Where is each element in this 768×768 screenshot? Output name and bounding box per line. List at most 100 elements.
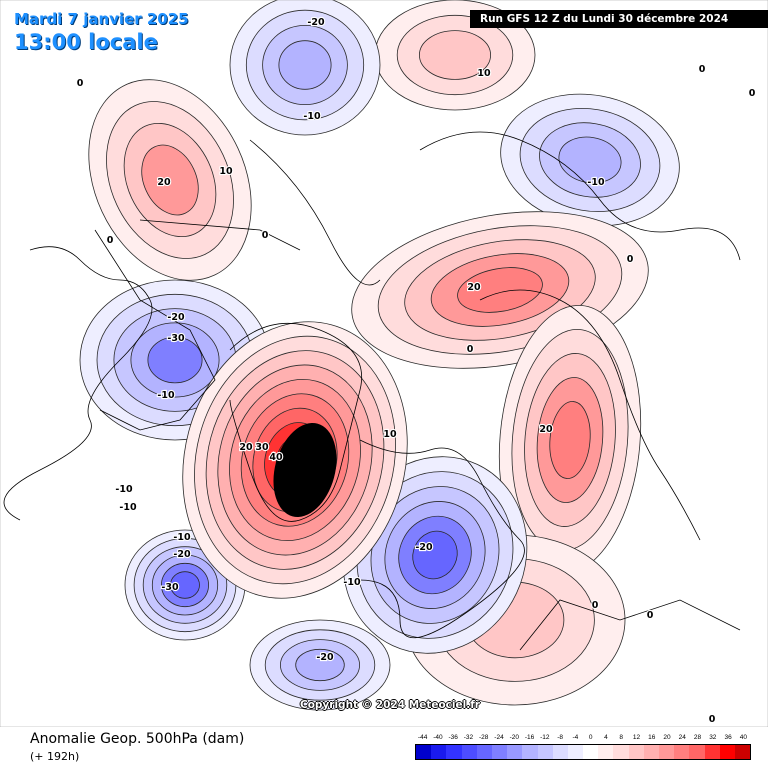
run-info: Run GFS 12 Z du Lundi 30 décembre 2024 <box>470 10 768 28</box>
scale-tick-label: -8 <box>557 734 563 741</box>
contour-label: 20 <box>467 282 481 293</box>
scale-tick-label: -12 <box>540 734 550 741</box>
anomaly-core <box>273 422 337 518</box>
contour-label: -10 <box>119 502 137 513</box>
scale-tick-label: 16 <box>648 734 656 741</box>
scale-swatch <box>643 745 659 759</box>
scale-tick-label: -28 <box>479 734 489 741</box>
anomaly-negative-east <box>558 136 622 184</box>
contour-label: -10 <box>587 177 605 188</box>
scale-tick-label: 12 <box>632 734 641 741</box>
contour-label: 0 <box>627 254 634 265</box>
contour-label: -20 <box>415 542 433 553</box>
contour-label: 20 <box>239 442 253 453</box>
scale-tick-label: -20 <box>509 734 519 741</box>
contour-label: 40 <box>269 452 283 463</box>
contour-label: 20 <box>539 424 553 435</box>
map-title: Anomalie Geop. 500hPa (dam) <box>30 731 245 747</box>
scale-swatch <box>491 745 508 759</box>
anomaly-positive-north <box>418 30 491 80</box>
contour-label: 0 <box>107 235 114 246</box>
contour-label: -30 <box>167 333 185 344</box>
coastline <box>94 229 216 431</box>
scale-tick-label: 28 <box>693 734 702 741</box>
scale-tick-label: -24 <box>494 734 504 741</box>
coastline <box>139 219 301 251</box>
scale-tick-label: 24 <box>678 734 686 741</box>
contour-label: 0 <box>709 714 716 725</box>
scale-swatch <box>461 745 477 759</box>
scale-swatch <box>507 745 523 759</box>
scale-swatch <box>476 745 492 759</box>
anomaly-positive-pacific <box>141 144 199 216</box>
scale-tick-label: -44 <box>417 734 428 741</box>
contour-label: -30 <box>161 582 179 593</box>
coastline <box>419 131 741 261</box>
scale-tick-label: -32 <box>463 734 474 741</box>
scale-tick-label: 20 <box>663 734 671 741</box>
scale-swatch <box>416 745 432 759</box>
forecast-time: 13:00 locale <box>14 30 158 54</box>
contour-label: 0 <box>262 230 269 241</box>
scale-swatch <box>567 745 584 759</box>
scale-swatch <box>598 745 614 759</box>
contour-label: 0 <box>592 600 599 611</box>
copyright-notice: Copyright © 2024 Meteociel.fr <box>300 699 480 711</box>
scale-swatch <box>522 745 538 759</box>
scale-tick-label: -40 <box>433 734 443 741</box>
anomaly-negative-atlantic-south <box>295 648 345 682</box>
scale-swatch <box>552 745 568 759</box>
scale-tick-label: 36 <box>724 734 732 741</box>
scale-tick-label: -4 <box>572 734 579 741</box>
forecast-lead-time: (+ 192h) <box>30 750 80 763</box>
color-scale-bar <box>415 744 751 760</box>
contour-label: 10 <box>383 429 397 440</box>
anomaly-positive-siberia <box>549 401 591 479</box>
scale-swatch <box>674 745 690 759</box>
scale-tick-label: 4 <box>604 734 608 741</box>
contour-label: 0 <box>77 78 84 89</box>
contour-label: 20 <box>157 177 171 188</box>
contour-label: 0 <box>699 64 706 75</box>
anomaly-positive-arctic <box>457 267 543 313</box>
anomaly-negative-north <box>278 40 332 90</box>
scale-swatch <box>704 745 720 759</box>
scale-swatch <box>734 745 751 759</box>
scale-swatch <box>446 745 462 759</box>
scale-tick-label: -16 <box>524 734 535 741</box>
scale-swatch <box>719 745 735 759</box>
contour-label: 30 <box>255 442 269 453</box>
scale-swatch <box>537 745 553 759</box>
contour-label: 0 <box>749 88 756 99</box>
scale-tick-label: -36 <box>448 734 458 741</box>
contour-label: 0 <box>467 344 474 355</box>
contour-label: -20 <box>167 312 185 323</box>
scale-swatch <box>689 745 705 759</box>
contour-label: -10 <box>115 484 133 495</box>
coastline <box>249 139 381 286</box>
scale-tick-label: 32 <box>709 734 717 741</box>
anomaly-negative-atlantic-west <box>170 571 200 599</box>
anomaly-negative-canada <box>147 336 203 384</box>
scale-swatch <box>613 745 629 759</box>
anomaly-negative-europe <box>412 530 458 580</box>
color-scale-ticks: -44 -40 -36 -32 -28 -24 -20 -16 -12 -8 -4 0 4 8 12 16 20… <box>415 734 751 744</box>
coastline <box>359 439 525 639</box>
forecast-date: Mardi 7 janvier 2025 <box>14 10 189 28</box>
color-scale-legend: -44 -40 -36 -32 -28 -24 -20 -16 -12 -8 -4 0 4 8 12 16 20… <box>415 734 751 760</box>
coastline <box>519 599 741 651</box>
contour-label: -10 <box>343 577 361 588</box>
scale-tick-label: 0 <box>588 734 593 741</box>
contour-label: -10 <box>303 111 321 122</box>
contour-label: -10 <box>173 532 191 543</box>
contour-label: -10 <box>157 390 175 401</box>
contour-label: 10 <box>219 166 233 177</box>
scale-swatch <box>431 745 447 759</box>
scale-swatch <box>628 745 644 759</box>
contour-label: -20 <box>173 549 191 560</box>
scale-tick-label: 8 <box>619 734 623 741</box>
scale-tick-label: 40 <box>739 734 747 741</box>
contour-label: -20 <box>307 17 325 28</box>
anomaly-map: 0 0 0 0 0 0 0 0 0 0 10 10 10 20 20 20 20 30 40 -10 -10 -10 -10… <box>0 0 768 727</box>
